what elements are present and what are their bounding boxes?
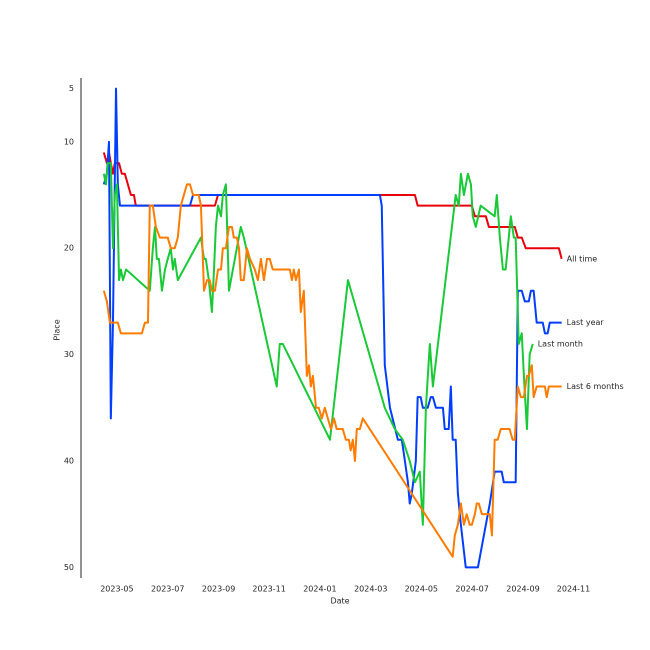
x-tick-label: 2023-09 <box>202 585 235 594</box>
x-tick-label: 2023-11 <box>252 585 285 594</box>
x-axis-label: Date <box>330 597 349 606</box>
x-tick-label: 2024-03 <box>354 585 387 594</box>
x-tick-label: 2024-07 <box>455 585 488 594</box>
x-tick-label: 2024-09 <box>506 585 539 594</box>
x-tick-label: 2024-11 <box>557 585 590 594</box>
y-tick-label: 30 <box>64 350 74 359</box>
series-label: Last 6 months <box>567 382 624 391</box>
y-tick-label: 40 <box>64 456 74 465</box>
y-tick-label: 10 <box>64 137 74 146</box>
series-label: Last year <box>567 318 605 327</box>
series-label: Last month <box>538 339 583 348</box>
series-line <box>102 183 562 558</box>
y-axis-label: Place <box>53 319 62 340</box>
y-tick-label: 5 <box>69 84 74 93</box>
y-tick-label: 50 <box>64 563 74 572</box>
y-tick-label: 20 <box>64 244 74 253</box>
x-tick-label: 2023-07 <box>151 585 184 594</box>
x-tick-label: 2024-01 <box>303 585 336 594</box>
x-tick-label: 2023-05 <box>100 585 133 594</box>
series-label: All time <box>567 254 598 263</box>
series-line <box>102 162 534 526</box>
x-tick-label: 2024-05 <box>405 585 438 594</box>
